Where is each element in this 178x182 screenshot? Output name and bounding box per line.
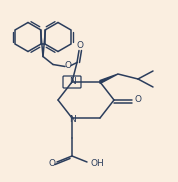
Text: O: O	[64, 61, 72, 70]
Polygon shape	[100, 74, 118, 84]
Text: N: N	[69, 114, 75, 124]
Text: OH: OH	[90, 159, 104, 169]
Text: O: O	[135, 96, 142, 104]
Text: O: O	[77, 41, 83, 50]
Text: N: N	[69, 76, 75, 86]
Text: O: O	[48, 159, 56, 169]
